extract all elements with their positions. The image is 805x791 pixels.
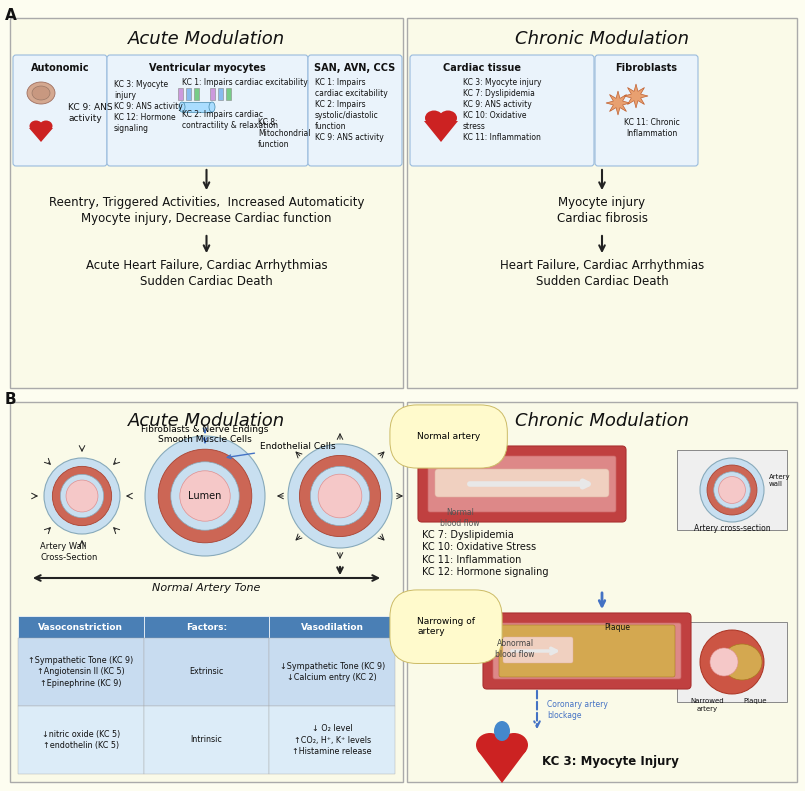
Ellipse shape bbox=[476, 733, 504, 757]
Bar bbox=[270, 638, 395, 706]
Text: KC 2: Impairs cardiac
contractility & relaxation: KC 2: Impairs cardiac contractility & re… bbox=[182, 110, 278, 130]
Text: Fibroblasts: Fibroblasts bbox=[616, 63, 678, 73]
Circle shape bbox=[180, 471, 230, 521]
FancyBboxPatch shape bbox=[435, 469, 609, 497]
Polygon shape bbox=[424, 121, 458, 142]
FancyBboxPatch shape bbox=[595, 55, 698, 166]
Text: Fibroblasts & Nerve Endings: Fibroblasts & Nerve Endings bbox=[142, 425, 269, 434]
Text: Ventricular myocytes: Ventricular myocytes bbox=[149, 63, 266, 73]
Bar bbox=[18, 616, 143, 638]
Ellipse shape bbox=[439, 111, 457, 126]
Polygon shape bbox=[29, 128, 53, 142]
Polygon shape bbox=[624, 84, 648, 108]
Bar bbox=[218, 88, 223, 100]
Circle shape bbox=[60, 475, 104, 517]
Text: Abnormal
blood flow: Abnormal blood flow bbox=[495, 639, 535, 659]
Circle shape bbox=[719, 476, 745, 503]
Text: KC 11: Chronic
Inflammation: KC 11: Chronic Inflammation bbox=[624, 118, 679, 138]
FancyBboxPatch shape bbox=[493, 623, 681, 679]
Ellipse shape bbox=[30, 120, 43, 131]
Bar bbox=[210, 88, 215, 100]
Polygon shape bbox=[478, 751, 526, 783]
Bar bbox=[18, 706, 143, 774]
Text: Plaque: Plaque bbox=[743, 698, 766, 704]
Text: KC 1: Impairs
cardiac excitability
KC 2: Impairs
systolic/diastolic
function
KC : KC 1: Impairs cardiac excitability KC 2:… bbox=[315, 78, 388, 142]
Ellipse shape bbox=[494, 721, 510, 741]
Text: KC 1: Impairs cardiac excitability: KC 1: Impairs cardiac excitability bbox=[182, 78, 308, 87]
FancyBboxPatch shape bbox=[308, 55, 402, 166]
FancyBboxPatch shape bbox=[13, 55, 107, 166]
FancyBboxPatch shape bbox=[418, 446, 626, 522]
Text: Coronary artery
blockage: Coronary artery blockage bbox=[547, 700, 608, 720]
Ellipse shape bbox=[32, 86, 50, 100]
Bar bbox=[10, 402, 403, 782]
Ellipse shape bbox=[500, 733, 528, 757]
Bar bbox=[186, 88, 191, 100]
Ellipse shape bbox=[27, 82, 55, 104]
FancyBboxPatch shape bbox=[503, 637, 573, 663]
Text: Normal
blood flow: Normal blood flow bbox=[440, 508, 480, 528]
Text: B: B bbox=[5, 392, 17, 407]
Circle shape bbox=[44, 458, 120, 534]
Bar bbox=[407, 402, 797, 782]
Text: Artery
wall: Artery wall bbox=[769, 474, 791, 487]
Circle shape bbox=[66, 480, 98, 512]
Text: Lumen: Lumen bbox=[188, 491, 221, 501]
Text: Normal artery: Normal artery bbox=[417, 432, 481, 441]
Text: KC 3: Myocyte
injury
KC 9: ANS activity
KC 12: Hormone
signaling: KC 3: Myocyte injury KC 9: ANS activity … bbox=[114, 80, 183, 134]
Bar bbox=[677, 450, 787, 530]
Text: Chronic Modulation: Chronic Modulation bbox=[515, 30, 689, 48]
Text: Vasoconstriction: Vasoconstriction bbox=[39, 623, 123, 631]
Circle shape bbox=[52, 467, 112, 526]
Text: Vasodilation: Vasodilation bbox=[300, 623, 364, 631]
Text: Narrowing of
artery: Narrowing of artery bbox=[417, 617, 475, 637]
Text: Endothelial Cells: Endothelial Cells bbox=[227, 442, 336, 459]
FancyBboxPatch shape bbox=[499, 625, 675, 677]
Ellipse shape bbox=[179, 102, 185, 112]
Text: ↓Sympathetic Tone (KC 9)
↓Calcium entry (KC 2): ↓Sympathetic Tone (KC 9) ↓Calcium entry … bbox=[279, 662, 385, 682]
Ellipse shape bbox=[209, 102, 215, 112]
Text: Plaque: Plaque bbox=[604, 623, 630, 632]
Bar bbox=[10, 18, 403, 388]
Circle shape bbox=[159, 449, 252, 543]
Bar bbox=[270, 616, 395, 638]
FancyBboxPatch shape bbox=[107, 55, 308, 166]
Text: Chronic Modulation: Chronic Modulation bbox=[515, 412, 689, 430]
Text: Acute Heart Failure, Cardiac Arrhythmias
Sudden Cardiac Death: Acute Heart Failure, Cardiac Arrhythmias… bbox=[85, 259, 328, 288]
Text: Smooth Muscle Cells: Smooth Muscle Cells bbox=[158, 435, 252, 444]
Circle shape bbox=[318, 474, 361, 518]
Text: A: A bbox=[5, 8, 17, 23]
Bar bbox=[226, 88, 231, 100]
Bar bbox=[143, 638, 270, 706]
Text: ↑Sympathetic Tone (KC 9)
↑Angiotensin II (KC 5)
↑Epinephrine (KC 9): ↑Sympathetic Tone (KC 9) ↑Angiotensin II… bbox=[28, 657, 134, 687]
FancyBboxPatch shape bbox=[428, 456, 616, 512]
Text: Artery cross-section: Artery cross-section bbox=[694, 524, 770, 533]
Bar bbox=[18, 638, 143, 706]
Text: KC 8:
Mitochondrial
function: KC 8: Mitochondrial function bbox=[258, 118, 311, 149]
FancyBboxPatch shape bbox=[410, 55, 594, 166]
Text: ↓nitric oxide (KC 5)
↑endothelin (KC 5): ↓nitric oxide (KC 5) ↑endothelin (KC 5) bbox=[42, 730, 120, 750]
Circle shape bbox=[145, 436, 265, 556]
FancyBboxPatch shape bbox=[483, 613, 691, 689]
Text: Myocyte injury
Cardiac fibrosis: Myocyte injury Cardiac fibrosis bbox=[556, 196, 647, 225]
Bar bbox=[178, 88, 183, 100]
Ellipse shape bbox=[722, 644, 762, 680]
Text: KC 7: Dyslipidemia
KC 10: Oxidative Stress
KC 11: Inflammation
KC 12: Hormone si: KC 7: Dyslipidemia KC 10: Oxidative Stre… bbox=[422, 530, 548, 577]
Text: Autonomic: Autonomic bbox=[31, 63, 89, 73]
Text: Narrowed
artery: Narrowed artery bbox=[690, 698, 724, 711]
Text: Cardiac tissue: Cardiac tissue bbox=[443, 63, 521, 73]
Circle shape bbox=[311, 467, 369, 526]
Text: Intrinsic: Intrinsic bbox=[191, 736, 222, 744]
Circle shape bbox=[288, 444, 392, 548]
Text: Acute Modulation: Acute Modulation bbox=[128, 30, 285, 48]
Circle shape bbox=[710, 648, 738, 676]
Text: KC 3: Myocyte Injury: KC 3: Myocyte Injury bbox=[542, 755, 679, 767]
Text: ↓ O₂ level
↑CO₂, H⁺, K⁺ levels
↑Histamine release: ↓ O₂ level ↑CO₂, H⁺, K⁺ levels ↑Histamin… bbox=[292, 725, 372, 755]
Circle shape bbox=[707, 465, 757, 515]
Bar bbox=[143, 616, 270, 638]
Ellipse shape bbox=[39, 120, 52, 131]
Polygon shape bbox=[606, 91, 630, 115]
Bar bbox=[677, 622, 787, 702]
Circle shape bbox=[700, 458, 764, 522]
Circle shape bbox=[700, 630, 764, 694]
